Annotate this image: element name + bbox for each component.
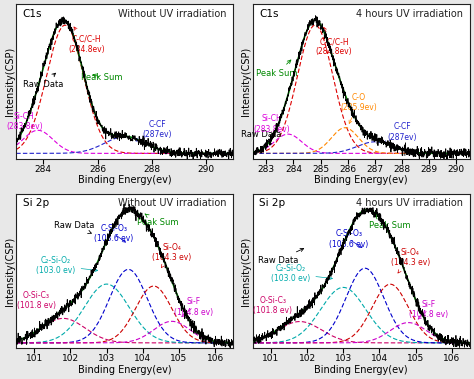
X-axis label: Binding Energy(ev): Binding Energy(ev) (314, 175, 408, 185)
Text: C₂-Si-O₂
(103.0 ev): C₂-Si-O₂ (103.0 ev) (271, 264, 332, 283)
Y-axis label: Intensity(CSP): Intensity(CSP) (5, 236, 15, 305)
X-axis label: Binding Energy(ev): Binding Energy(ev) (78, 365, 172, 375)
Text: C1s: C1s (259, 9, 279, 19)
Text: O-Si-C₃
(101.8 ev): O-Si-C₃ (101.8 ev) (253, 296, 292, 315)
Text: Raw Data: Raw Data (241, 130, 281, 144)
Text: C-CF
(287ev): C-CF (287ev) (136, 120, 172, 141)
Text: Si-CH
(283.8ev): Si-CH (283.8ev) (254, 114, 290, 134)
Text: C₂-Si-O₂
(103.0 ev): C₂-Si-O₂ (103.0 ev) (36, 256, 98, 275)
Text: Peak Sum: Peak Sum (81, 73, 122, 82)
Text: Si-F
(104.8 ev): Si-F (104.8 ev) (409, 300, 448, 319)
Text: Without UV irradiation: Without UV irradiation (118, 9, 227, 19)
Text: Peak Sum: Peak Sum (137, 214, 178, 227)
Text: Raw Data: Raw Data (23, 73, 64, 89)
X-axis label: Binding Energy(ev): Binding Energy(ev) (78, 175, 172, 185)
X-axis label: Binding Energy(ev): Binding Energy(ev) (314, 365, 408, 375)
Text: Raw Data: Raw Data (54, 221, 94, 233)
Text: C-Si-O₃
(103.6 ev): C-Si-O₃ (103.6 ev) (329, 229, 368, 249)
Text: Peak Sum: Peak Sum (256, 60, 298, 78)
Text: Si 2p: Si 2p (23, 198, 49, 208)
Text: C-O
(285.9ev): C-O (285.9ev) (340, 93, 377, 124)
Text: C-C/C-H
(284.8ev): C-C/C-H (284.8ev) (68, 27, 105, 54)
Text: Si-O₄
(104.3 ev): Si-O₄ (104.3 ev) (152, 243, 191, 268)
Text: O-Si-C₃
(101.8 ev): O-Si-C₃ (101.8 ev) (17, 291, 55, 310)
Text: 4 hours UV irradiation: 4 hours UV irradiation (356, 198, 463, 208)
Text: Raw Data: Raw Data (258, 248, 304, 265)
Text: C1s: C1s (23, 9, 42, 19)
Y-axis label: Intensity(CSP): Intensity(CSP) (5, 47, 15, 116)
Y-axis label: Intensity(CSP): Intensity(CSP) (241, 47, 251, 116)
Text: Si 2p: Si 2p (259, 198, 285, 208)
Text: Peak Sum: Peak Sum (370, 216, 411, 230)
Text: Si-O₄
(104.3 ev): Si-O₄ (104.3 ev) (391, 248, 430, 273)
Text: Without UV irradiation: Without UV irradiation (118, 198, 227, 208)
Y-axis label: Intensity(CSP): Intensity(CSP) (241, 236, 251, 305)
Text: C-Si-O₃
(103.6 ev): C-Si-O₃ (103.6 ev) (94, 224, 134, 243)
Text: Si-CH
(283.8ev): Si-CH (283.8ev) (6, 112, 43, 131)
Text: C-CF
(287ev): C-CF (287ev) (383, 122, 417, 144)
Text: 4 hours UV irradiation: 4 hours UV irradiation (356, 9, 463, 19)
Text: Si-F
(104.8 ev): Si-F (104.8 ev) (174, 297, 213, 316)
Text: C-C/C-H
(284.8ev): C-C/C-H (284.8ev) (316, 27, 353, 56)
